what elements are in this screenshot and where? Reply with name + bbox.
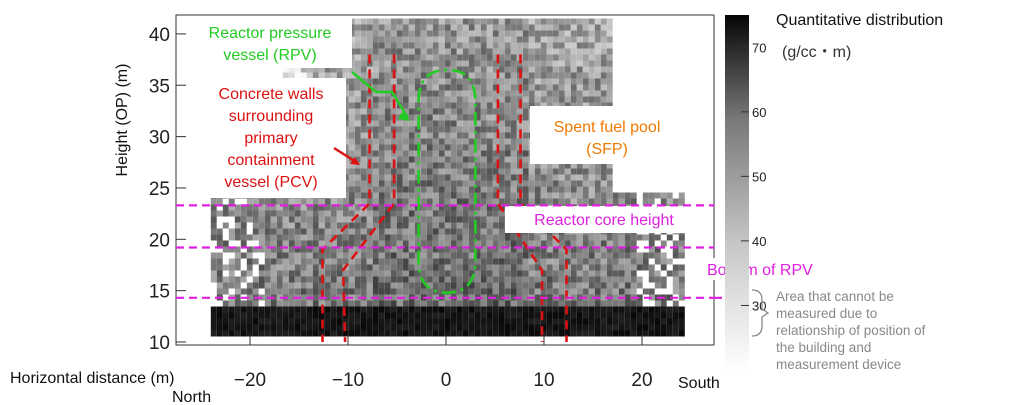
x-tick-label: 10 [533,370,554,391]
colorbar-tick-label: 70 [752,40,766,55]
svg-text:primary: primary [244,130,297,147]
plot-frame [175,14,715,346]
x-axis-south-label: South [678,375,720,392]
svg-text:measurement device: measurement device [776,357,901,372]
y-tick-label: 10 [149,333,170,354]
y-tick-label: 40 [149,25,170,46]
pcv-wall-line [321,54,371,342]
colorbar-title: Quantitative distribution [776,12,943,29]
svg-text:(SFP): (SFP) [586,141,628,158]
x-axis-north-label: North [172,389,211,405]
svg-text:Spent fuel pool: Spent fuel pool [554,119,661,136]
pcv-pointer-arrow [333,146,357,164]
rpv-pointer-arrow [351,71,410,119]
x-axis-label: Horizontal distance (m) [10,370,175,387]
pcv-wall-line [496,54,544,342]
svg-text:relationship of position of: relationship of position of [776,323,926,338]
core-height-text: Reactor core height [534,212,674,229]
x-tick-label: −10 [332,370,364,391]
colorbar [725,15,749,370]
colorbar-tick-label: 50 [752,169,766,184]
unmeasurable-note: Area that cannot be measured due to rela… [776,289,926,372]
bottom-rpv-text: Bottom of RPV [707,262,813,279]
y-tick-label: 25 [149,179,170,200]
colorbar-unit: (g/cc・m) [782,44,851,61]
x-tick-label: −20 [234,370,266,391]
svg-text:vessel (RPV): vessel (RPV) [223,47,316,64]
svg-text:measured due to: measured due to [776,306,877,321]
y-tick-label: 15 [149,282,170,303]
svg-text:Concrete walls: Concrete walls [219,86,324,103]
svg-text:containment: containment [227,152,315,169]
colorbar-tick-label: 40 [752,234,766,249]
x-axis-ticks: −20 −10 0 10 20 [234,335,653,391]
note-bracket [751,289,770,337]
pcv-label: Concrete walls surrounding primary conta… [196,78,346,198]
x-tick-label: 0 [441,370,452,391]
core-height-label: Reactor core height [505,206,704,233]
svg-text:the building and: the building and [776,340,871,355]
svg-text:surrounding: surrounding [229,108,314,125]
y-axis-ticks: 10 15 20 25 30 35 40 [149,25,186,354]
sfp-label: Spent fuel pool (SFP) [530,106,685,164]
x-tick-label: 20 [631,370,652,391]
svg-text:Area that cannot be: Area that cannot be [776,289,894,304]
rpv-arrowhead [398,112,410,121]
bottom-rpv-label: Bottom of RPV [700,258,840,280]
svg-text:Reactor pressure: Reactor pressure [209,25,332,42]
y-tick-label: 20 [149,230,170,251]
y-tick-label: 30 [149,128,170,149]
rpv-outline [417,68,477,295]
colorbar-tick-label: 60 [752,105,766,120]
rpv-label: Reactor pressure vessel (RPV) [188,18,352,68]
y-tick-label: 35 [149,76,170,97]
svg-text:vessel (PCV): vessel (PCV) [224,174,317,191]
y-axis-label: Height (OP) (m) [114,64,131,177]
pcv-arrowhead [350,157,360,165]
